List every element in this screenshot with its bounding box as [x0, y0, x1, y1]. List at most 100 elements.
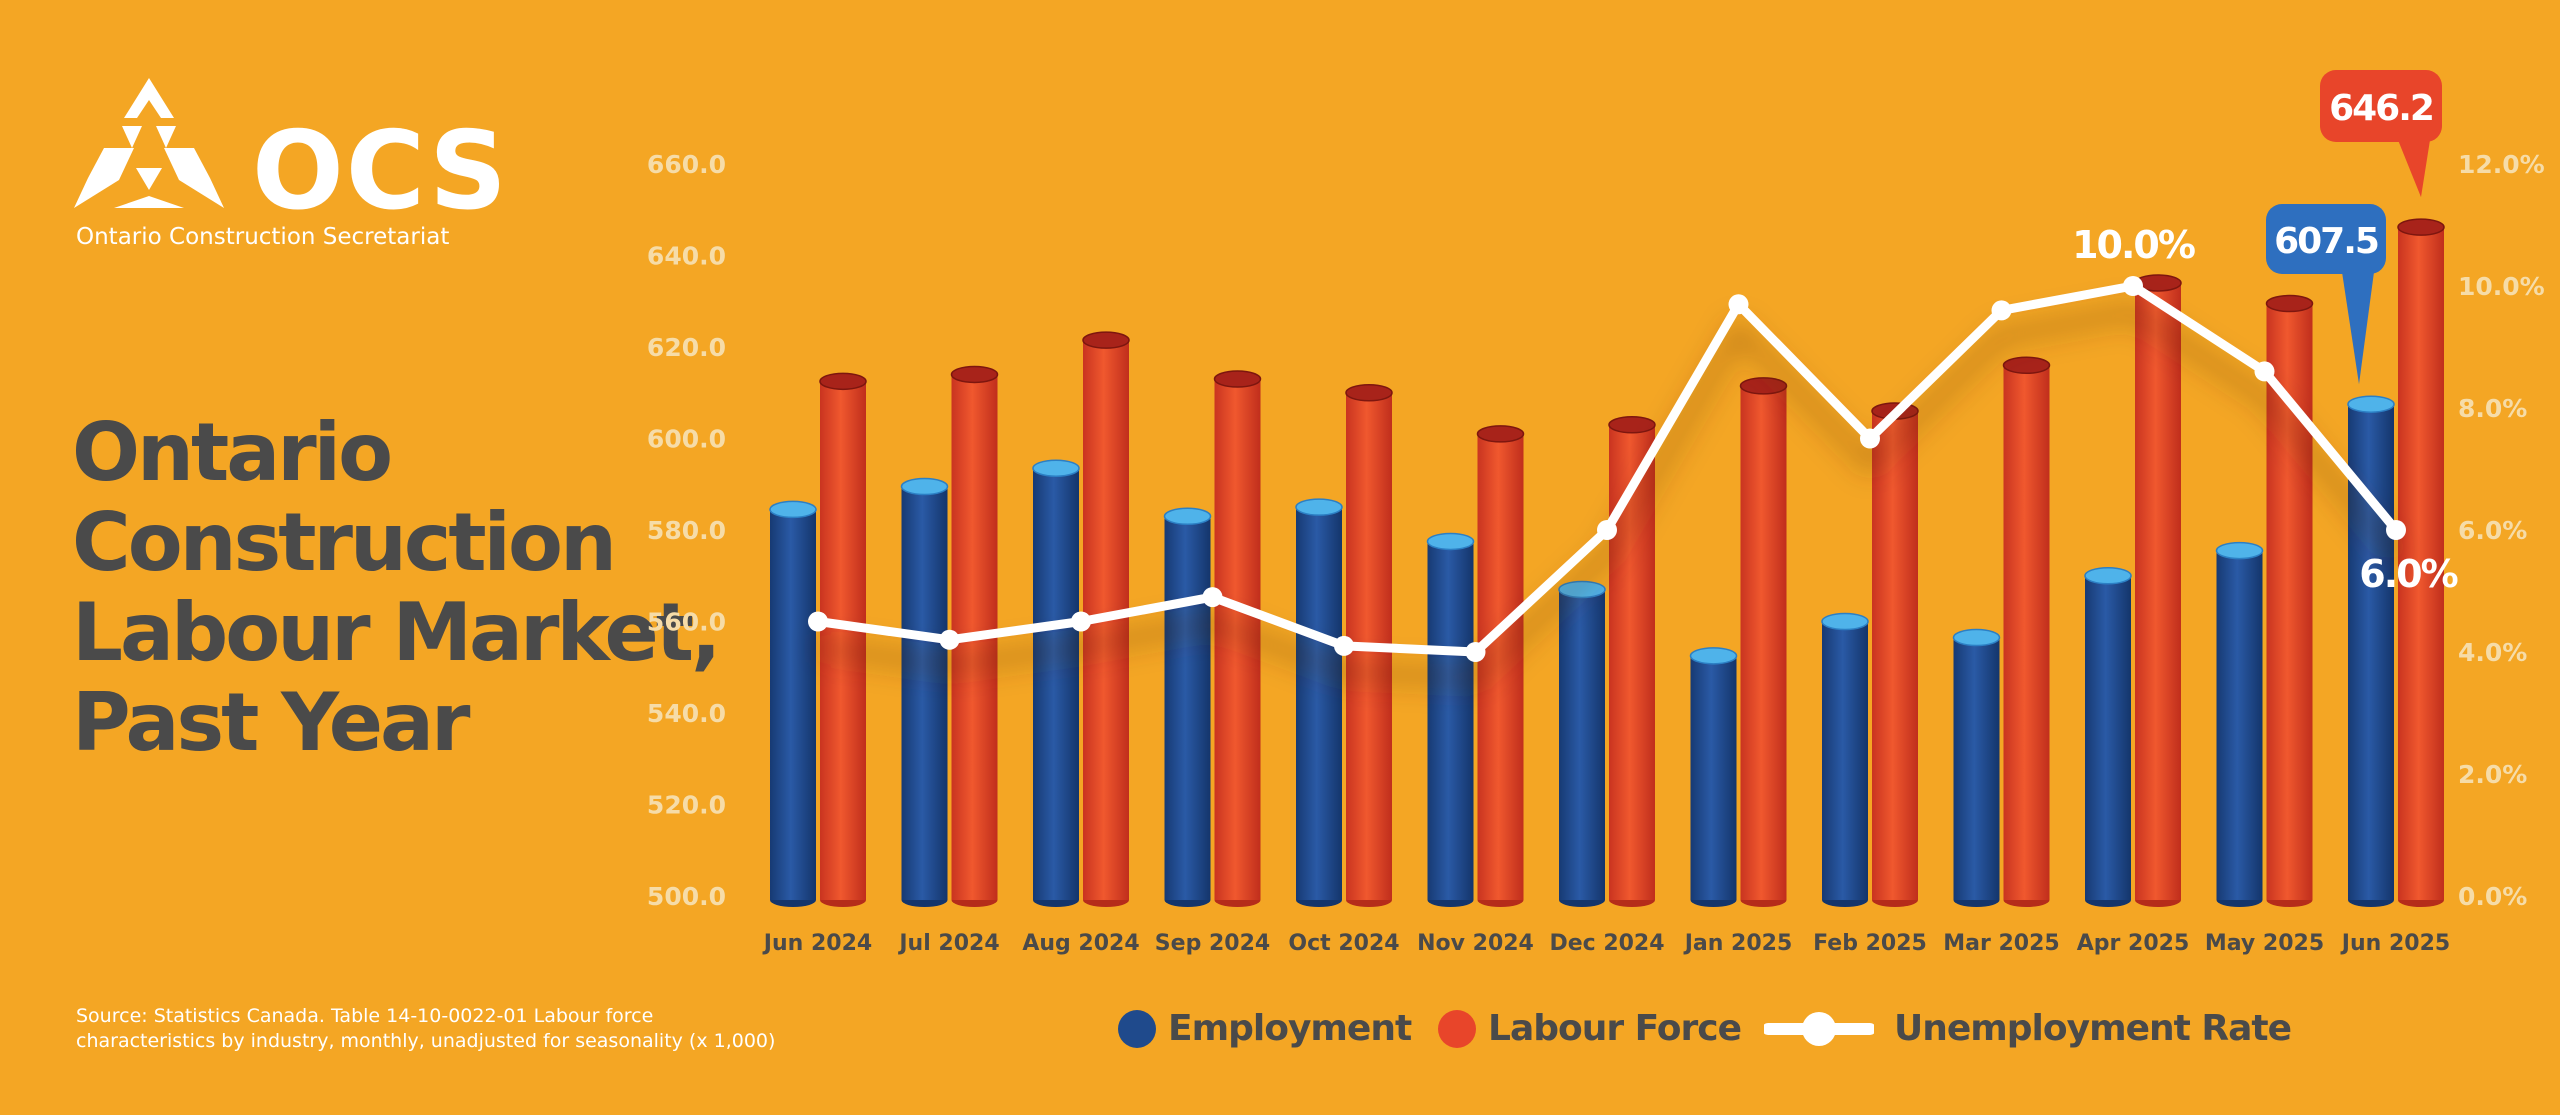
- unemployment-rate-line-shadow: [817, 304, 2402, 686]
- y-right-tick-label: 4.0%: [2458, 638, 2527, 667]
- y-right-tick-label: 12.0%: [2458, 150, 2545, 179]
- y-left-tick-label: 520.0: [647, 791, 726, 820]
- x-tick-label: Nov 2024: [1417, 931, 1534, 956]
- labour-force-bar-cap: [1213, 370, 1262, 388]
- employment-bar-cap: [900, 477, 949, 496]
- unemployment-rate-point: [2123, 276, 2143, 296]
- y-left-tick-label: 640.0: [647, 242, 726, 271]
- y-right-tick-label: 10.0%: [2458, 272, 2545, 301]
- y-left-tick-label: 580.0: [647, 516, 726, 545]
- unemployment-rate-point: [1071, 611, 1091, 632]
- x-tick-label: Feb 2025: [1813, 931, 1927, 956]
- employment-bar-cap: [1426, 532, 1475, 551]
- title-line: Past Year: [72, 676, 470, 769]
- x-tick-label: Aug 2024: [1022, 931, 1139, 956]
- legend-label: Employment: [1168, 1008, 1412, 1049]
- labour-force-bar: [2135, 282, 2181, 900]
- y-right-tick-label: 0.0%: [2458, 882, 2527, 911]
- legend-label: Labour Force: [1488, 1008, 1742, 1049]
- employment-bar-cap: [769, 500, 817, 519]
- labour-force-bar-cap: [2397, 218, 2445, 236]
- x-tick-label: Jul 2024: [897, 931, 999, 956]
- employment-bar: [770, 509, 816, 900]
- labour-force-bar-cap: [950, 365, 999, 384]
- employment-bar: [901, 486, 948, 900]
- employment-callout-pointer: [2342, 272, 2374, 385]
- x-tick-label: Dec 2024: [1549, 931, 1664, 956]
- ocs-emblem-icon: [74, 78, 224, 208]
- labour-force-bar-cap: [819, 372, 867, 391]
- labour-force-bar-cap: [1608, 416, 1656, 434]
- source-line: characteristics by industry, monthly, un…: [76, 1030, 776, 1052]
- unemployment-rate-point: [1202, 587, 1223, 608]
- unemployment-rate-point: [1465, 642, 1486, 662]
- x-tick-label: Jun 2024: [762, 931, 872, 956]
- labour-force-bar: [2003, 365, 2050, 900]
- labour-force-callout-text: 646.2: [2329, 88, 2433, 129]
- title-line: Construction: [72, 496, 617, 589]
- unemployment-rate-point: [1597, 520, 1617, 540]
- page-title: Ontario Construction Labour Market, Past…: [72, 406, 721, 769]
- employment-callout-box: [2266, 204, 2386, 274]
- y-right-tick-label: 2.0%: [2458, 760, 2527, 789]
- unemployment-rate-point: [939, 629, 960, 650]
- title-line: Ontario: [72, 406, 393, 499]
- unemployment-rate-point: [808, 611, 828, 632]
- employment-swatch: [1118, 1010, 1156, 1048]
- y-left-tick-label: 540.0: [647, 699, 726, 728]
- logo-wordmark: OCS: [252, 109, 509, 234]
- source-line: Source: Statistics Canada. Table 14-10-0…: [76, 1005, 654, 1027]
- labour-force-bar: [2398, 227, 2444, 900]
- employment-bar: [2085, 575, 2131, 900]
- y-left-tick-label: 560.0: [647, 608, 726, 637]
- organization-name: Ontario Construction Secretariat: [76, 224, 450, 250]
- y-right-tick-label: 8.0%: [2458, 394, 2527, 423]
- x-tick-label: May 2025: [2205, 931, 2324, 956]
- unemployment-rate-swatch: [1764, 1012, 1874, 1046]
- unemployment-rate-point: [1860, 428, 1880, 449]
- x-tick-label: Jan 2025: [1683, 931, 1793, 956]
- employment-bar: [1296, 507, 1342, 900]
- labour-force-callout-box: [2320, 70, 2442, 142]
- labour-force-bar-cap: [2002, 356, 2051, 375]
- unemployment-rate-point: [2254, 361, 2275, 382]
- employment-bar-cap: [1032, 459, 1080, 477]
- employment-callout-text: 607.5: [2274, 221, 2378, 262]
- unemployment-rate-point: [1991, 300, 2012, 321]
- title-line: Labour Market,: [72, 586, 721, 679]
- x-tick-label: Oct 2024: [1288, 931, 1399, 956]
- y-right-tick-label: 6.0%: [2458, 516, 2527, 545]
- y-left-tick-label: 600.0: [647, 425, 726, 454]
- employment-bar-cap: [2215, 541, 2264, 560]
- y-left-tick-label: 620.0: [647, 333, 726, 362]
- employment-bar-cap: [1163, 507, 1212, 526]
- rate-peak-label: 10.0%: [2072, 223, 2195, 267]
- employment-bar: [1427, 541, 1474, 900]
- y-left-tick-label: 500.0: [647, 882, 726, 911]
- employment-bar: [1559, 589, 1605, 900]
- employment-bar-cap: [1952, 628, 2001, 647]
- unemployment-rate-point: [1334, 635, 1354, 656]
- labour-force-bar: [1872, 411, 1918, 900]
- employment-bar: [2216, 550, 2263, 900]
- unemployment-rate-point: [1728, 294, 1749, 315]
- labour-force-bar-cap: [2265, 294, 2314, 313]
- employment-bar: [1690, 655, 1737, 900]
- employment-bar-cap: [2347, 395, 2395, 413]
- labour-force-bar: [2266, 303, 2313, 901]
- ocs-logo: OCS Ontario Construction Secretariat: [74, 78, 507, 258]
- labour-force-swatch: [1438, 1010, 1476, 1048]
- labour-force-bar: [820, 381, 866, 900]
- labour-force-bar: [1740, 385, 1787, 900]
- x-tick-label: Jun 2025: [2340, 931, 2450, 956]
- labour-force-bar-cap: [1345, 384, 1393, 402]
- employment-bar-cap: [1295, 498, 1343, 516]
- employment-bar: [1033, 468, 1079, 900]
- labour-force-bar-cap: [1082, 331, 1130, 349]
- source-note: Source: Statistics Canada. Table 14-10-0…: [76, 1004, 776, 1054]
- x-tick-label: Apr 2025: [2077, 931, 2190, 956]
- employment-bar-cap: [1821, 612, 1869, 631]
- labour-force-bar-cap: [1476, 425, 1525, 443]
- y-left-tick-label: 660.0: [647, 150, 726, 179]
